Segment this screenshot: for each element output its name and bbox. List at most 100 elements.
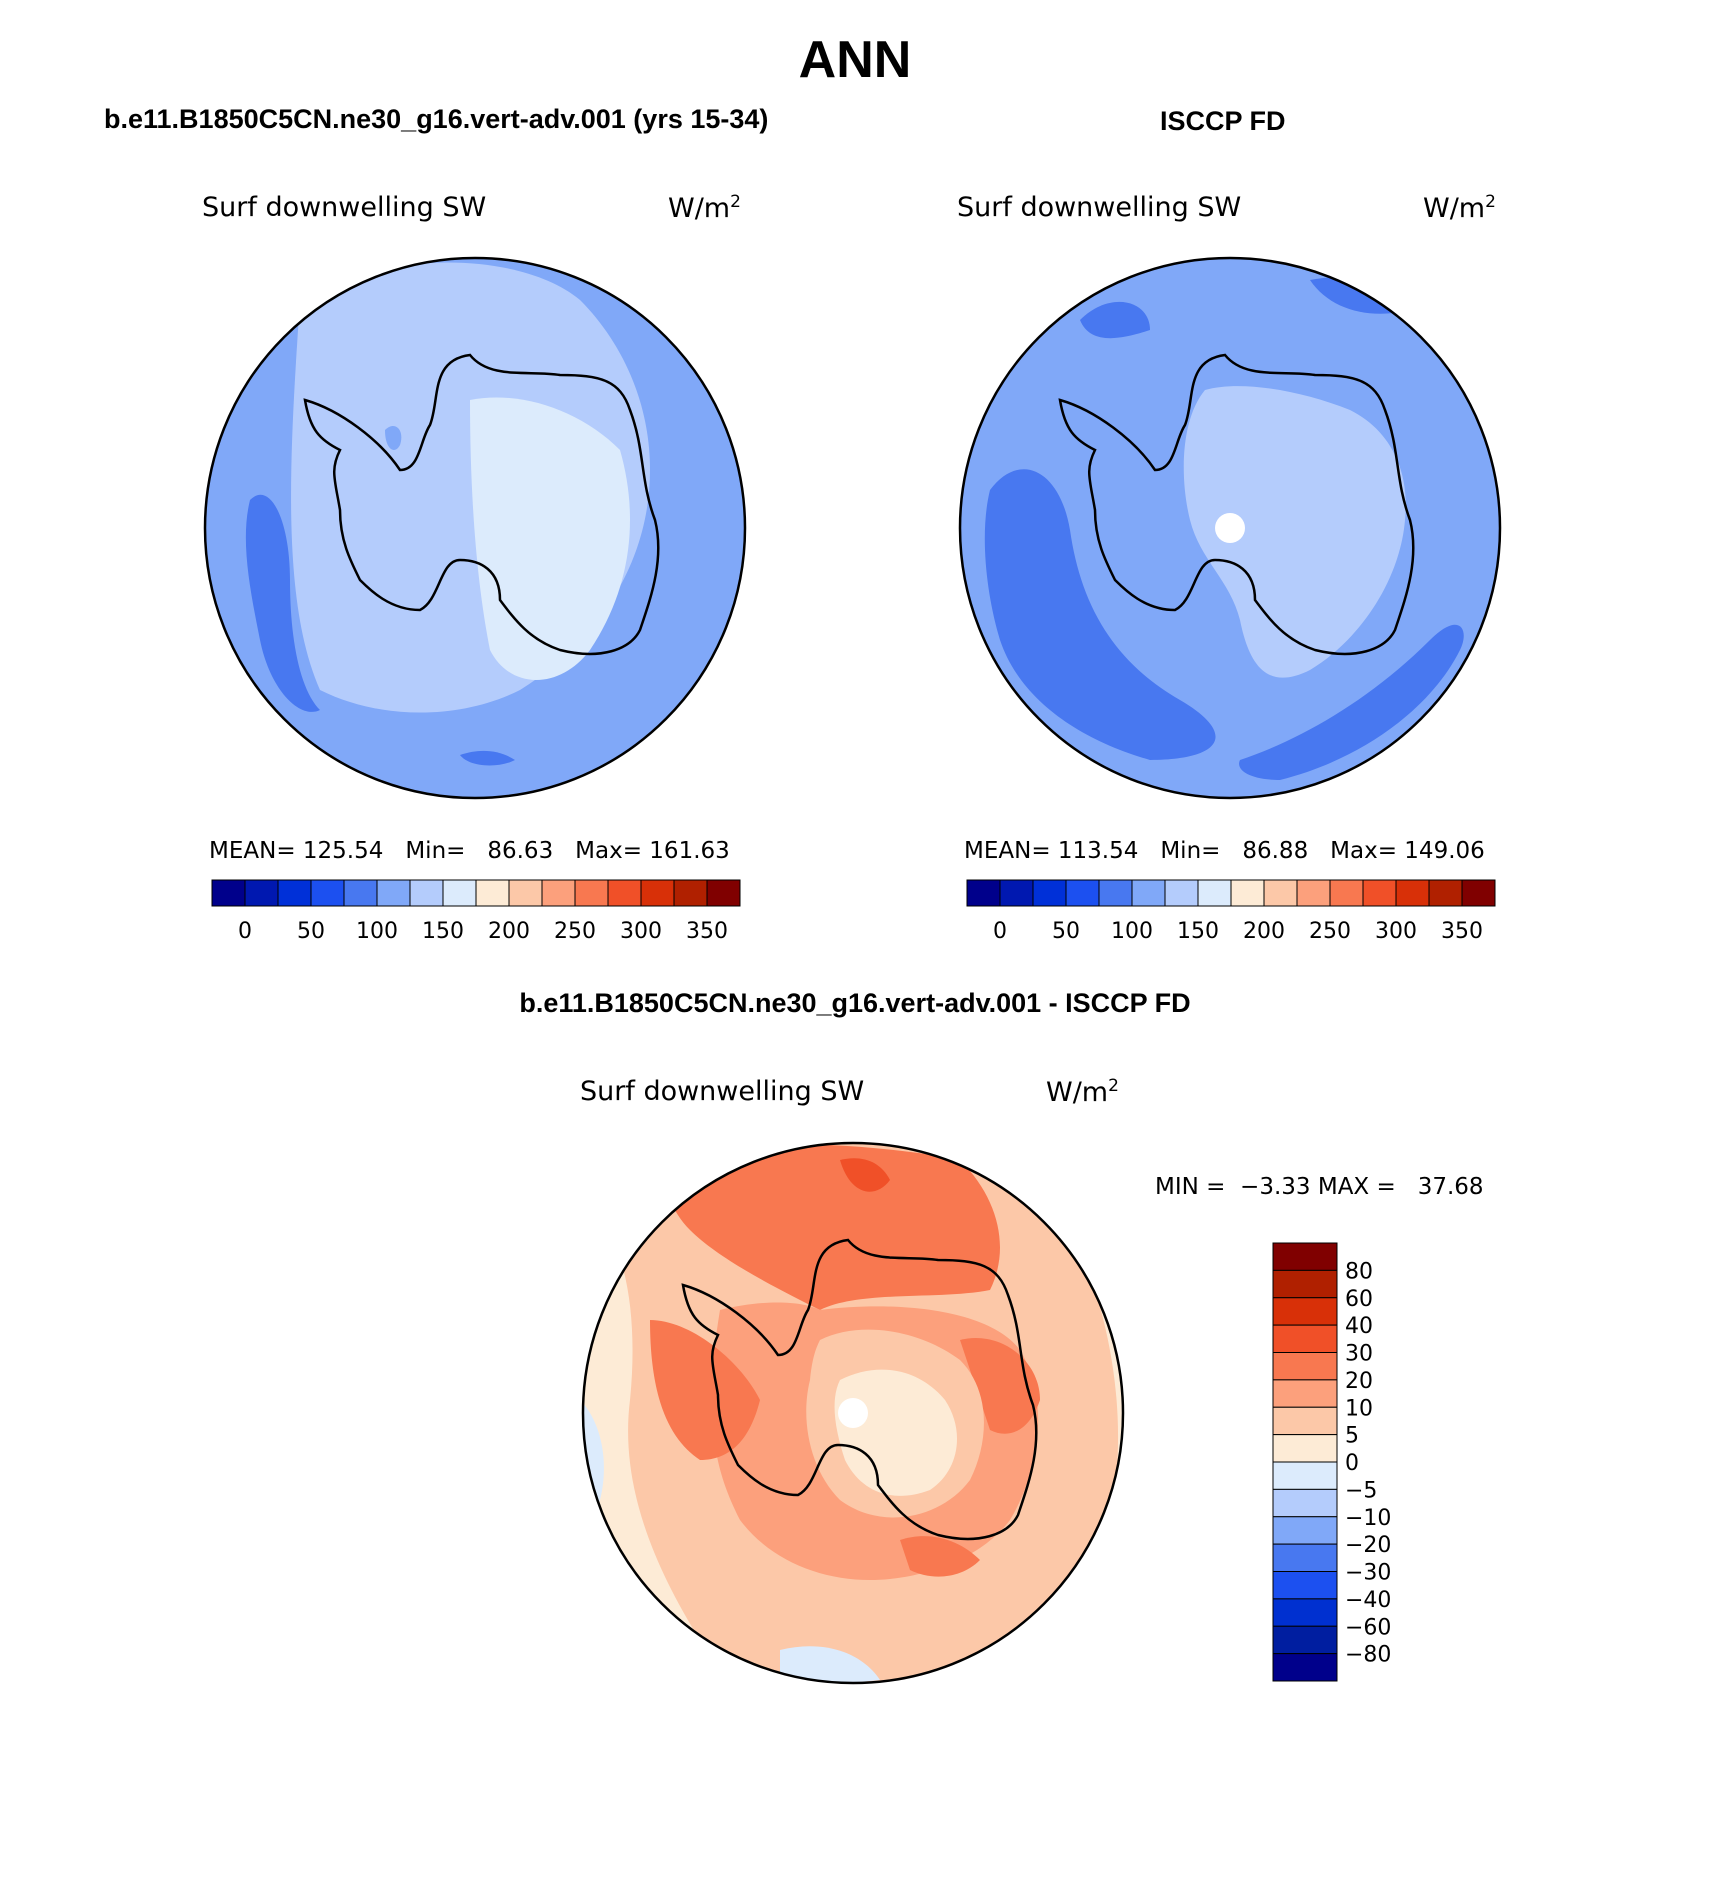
panel1-colorbar-swatch	[508, 879, 543, 907]
panel1-colorbar-tick-label: 150	[422, 919, 464, 944]
diff-colorbar-swatch	[1272, 1352, 1338, 1381]
panel2-units-base: W/m	[1423, 193, 1486, 224]
panel2-min-value: 86.88	[1242, 838, 1309, 864]
panel2-min-label: Min=	[1160, 838, 1221, 864]
diff-colorbar-tick-label: 30	[1345, 1342, 1373, 1367]
panel2-coastline	[1058, 353, 1415, 656]
panel1-max-value: 161.63	[649, 838, 730, 864]
panel1-units-exp: 2	[730, 192, 741, 212]
panel2-units: W/m2	[1423, 192, 1496, 224]
panel1-colorbar-swatch	[475, 879, 510, 907]
panel2-case-title: ISCCP FD	[1160, 106, 1286, 136]
panel2-variable: Surf downwelling SW	[957, 192, 1242, 223]
diff-units-exp: 2	[1108, 1076, 1119, 1096]
diff-map	[583, 1143, 1123, 1683]
panel1-colorbar-swatch	[607, 879, 642, 907]
panel2-colorbar-swatch	[1362, 879, 1397, 907]
panel2-colorbar-swatch	[1098, 879, 1133, 907]
diff-min-value: −3.33	[1240, 1174, 1311, 1200]
diff-colorbar-swatch	[1272, 1297, 1338, 1326]
season-title: ANN	[798, 31, 912, 89]
diff-colorbar-swatch	[1272, 1379, 1338, 1408]
panel1-stats: MEAN= 125.54 Min= 86.63 Max= 161.63	[209, 838, 730, 864]
diff-units: W/m2	[1046, 1076, 1119, 1108]
diff-stats: MIN = −3.33 MAX = 37.68	[1155, 1174, 1484, 1200]
panel2-colorbar-tick-label: 300	[1375, 919, 1417, 944]
diff-colorbar-tick-label: −40	[1345, 1588, 1391, 1613]
diff-min-label: MIN =	[1155, 1174, 1226, 1200]
panel2-colorbar-swatch	[1131, 879, 1166, 907]
panel1-colorbar: 0 50 100 150 200 250 300 350	[211, 879, 741, 944]
panel1-colorbar-swatch	[706, 879, 741, 907]
panel2-units-exp: 2	[1485, 192, 1496, 212]
panel1-mean-label: MEAN=	[209, 838, 296, 864]
diff-colorbar-swatch	[1272, 1461, 1338, 1490]
diff-colorbar-swatch	[1272, 1516, 1338, 1545]
panel1-units-base: W/m	[668, 193, 731, 224]
panel1-case-title: b.e11.B1850C5CN.ne30_g16.vert-adv.001 (y…	[104, 104, 769, 134]
panel2-mean-label: MEAN=	[964, 838, 1051, 864]
panel2-colorbar-swatch	[966, 879, 1001, 907]
diff-colorbar-swatch	[1272, 1488, 1338, 1518]
panel2-colorbar-swatch	[1461, 879, 1496, 907]
diff-units-base: W/m	[1046, 1077, 1109, 1108]
panel2-colorbar: 0 50 100 150 200 250 300 350	[966, 879, 1496, 944]
diff-colorbar-swatch	[1272, 1598, 1338, 1627]
panel1-colorbar-swatch	[574, 879, 609, 907]
diff-colorbar-swatch	[1272, 1543, 1338, 1572]
panel1-colorbar-swatch	[277, 879, 312, 907]
diff-colorbar-tick-label: 20	[1345, 1369, 1373, 1394]
panel1-colorbar-tick-label: 350	[686, 919, 728, 944]
panel2-stats: MEAN= 113.54 Min= 86.88 Max= 149.06	[964, 838, 1485, 864]
panel1-min-label: Min=	[405, 838, 466, 864]
panel1-coastline	[303, 353, 660, 656]
diff-colorbar-swatch	[1272, 1406, 1338, 1436]
diff-colorbar-swatch	[1272, 1571, 1338, 1600]
diff-colorbar-tick-label: 5	[1345, 1424, 1359, 1449]
panel1-colorbar-swatch	[442, 879, 477, 907]
panel1-min-value: 86.63	[487, 838, 554, 864]
panel2-colorbar-swatch	[1230, 879, 1265, 907]
diff-colorbar-tick-label: −10	[1345, 1506, 1391, 1531]
diff-max-value: 37.68	[1417, 1174, 1484, 1200]
diff-colorbar-tick-label: 60	[1345, 1287, 1373, 1312]
panel1-colorbar-tick-label: 300	[620, 919, 662, 944]
panel2-colorbar-tick-label: 100	[1111, 919, 1153, 944]
panel2-colorbar-swatch	[1296, 879, 1331, 907]
panel1-colorbar-tick-label: 250	[554, 919, 596, 944]
diff-colorbar-tick-label: 10	[1345, 1396, 1373, 1421]
panel1-colorbar-swatch	[343, 879, 378, 907]
diff-colorbar-tick-label: −80	[1345, 1643, 1391, 1668]
panel1-map-border	[203, 256, 747, 800]
panel2-map-border	[958, 256, 1502, 800]
panel2-colorbar-swatch	[1032, 879, 1067, 907]
panel2-colorbar-tick-label: 150	[1177, 919, 1219, 944]
panel2-colorbar-swatch	[1065, 879, 1100, 907]
panel2-colorbar-tick-label: 250	[1309, 919, 1351, 944]
diff-map-border	[581, 1141, 1125, 1685]
diff-colorbar-tick-label: −5	[1345, 1478, 1377, 1503]
panel1-colorbar-swatch	[640, 879, 675, 907]
panel1-mean-value: 125.54	[302, 838, 384, 864]
panel1-max-label: Max=	[575, 838, 642, 864]
panel2-colorbar-swatch	[1428, 879, 1463, 907]
panel1-colorbar-swatch	[310, 879, 345, 907]
panel2-map	[960, 258, 1500, 798]
panel1-colorbar-swatch	[673, 879, 708, 907]
diff-colorbar-tick-label: 0	[1345, 1451, 1359, 1476]
diff-colorbar-tick-label: 40	[1345, 1314, 1373, 1339]
panel2-colorbar-swatch	[999, 879, 1034, 907]
panel2-colorbar-swatch	[1263, 879, 1298, 907]
diff-colorbar-swatch	[1272, 1653, 1338, 1682]
panel2-colorbar-tick-label: 200	[1243, 919, 1285, 944]
panel1-colorbar-tick-label: 200	[488, 919, 530, 944]
diff-max-label: MAX =	[1317, 1174, 1396, 1200]
diff-colorbar-swatch	[1272, 1625, 1338, 1655]
diff-colorbar-tick-label: −30	[1345, 1561, 1391, 1586]
panel1-colorbar-swatch	[211, 879, 246, 907]
panel1-colorbar-swatch	[541, 879, 576, 907]
panel2-colorbar-swatch	[1197, 879, 1232, 907]
panel2-max-label: Max=	[1330, 838, 1397, 864]
panel2-max-value: 149.06	[1404, 838, 1485, 864]
